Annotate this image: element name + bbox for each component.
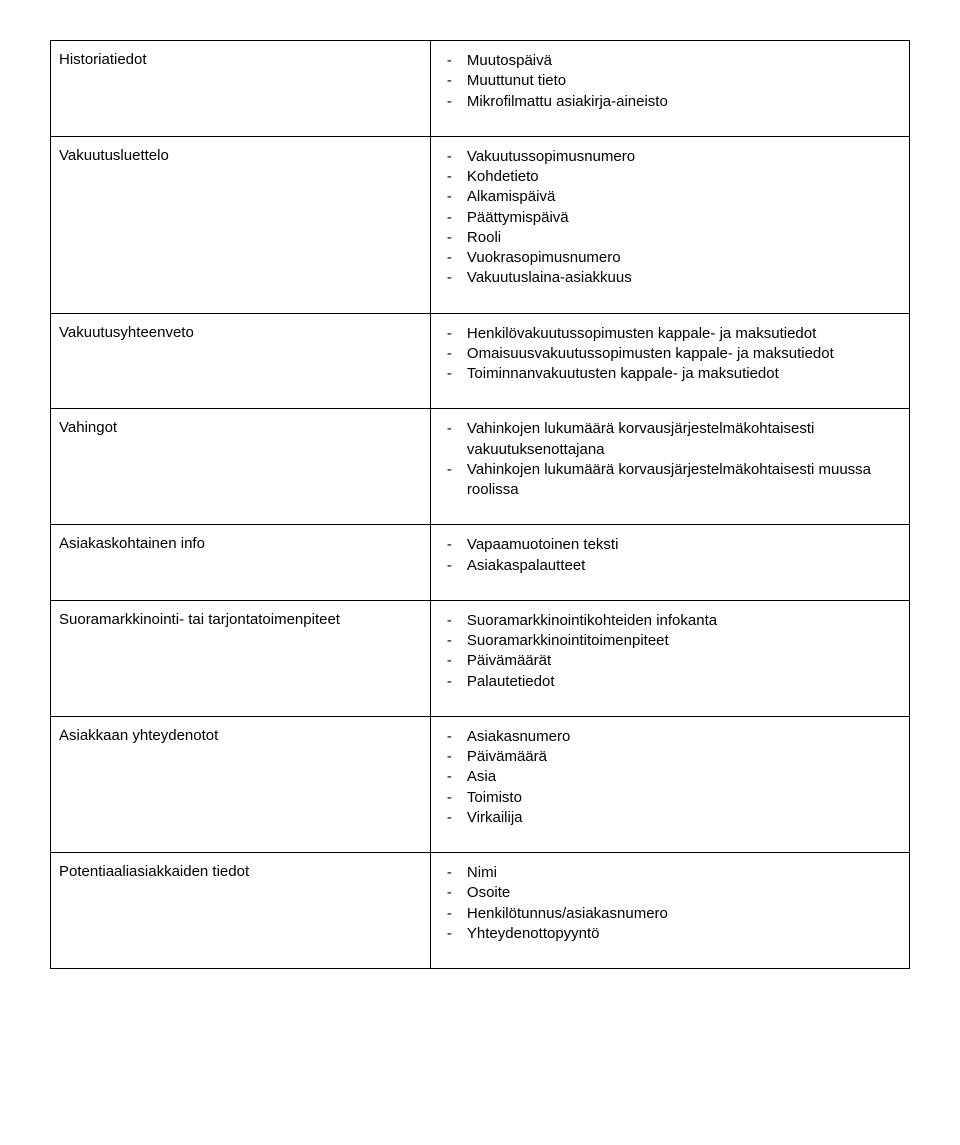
- row-label: Asiakaskohtainen info: [59, 535, 205, 552]
- list-item: Toiminnanvakuutusten kappale- ja maksuti…: [463, 364, 901, 384]
- row-items-cell: Suoramarkkinointikohteiden infokantaSuor…: [430, 600, 909, 716]
- item-list: AsiakasnumeroPäivämääräAsiaToimistoVirka…: [439, 727, 901, 828]
- list-item: Vahinkojen lukumäärä korvausjärjestelmäk…: [463, 460, 901, 501]
- row-label-cell: Vakuutusyhteenveto: [51, 313, 431, 409]
- list-item: Asiakaspalautteet: [463, 556, 901, 576]
- list-item: Vuokrasopimusnumero: [463, 248, 901, 268]
- list-item: Asia: [463, 767, 901, 787]
- list-item: Virkailija: [463, 808, 901, 828]
- row-label: Vakuutusluettelo: [59, 147, 169, 164]
- list-item: Suoramarkkinointitoimenpiteet: [463, 631, 901, 651]
- row-label: Vahingot: [59, 419, 117, 436]
- row-label: Historiatiedot: [59, 51, 147, 68]
- item-list: MuutospäiväMuuttunut tietoMikrofilmattu …: [439, 51, 901, 112]
- list-item: Nimi: [463, 863, 901, 883]
- row-label-cell: Historiatiedot: [51, 41, 431, 137]
- item-list: VakuutussopimusnumeroKohdetietoAlkamispä…: [439, 147, 901, 289]
- list-item: Vapaamuotoinen teksti: [463, 535, 901, 555]
- item-list: NimiOsoiteHenkilötunnus/asiakasnumeroYht…: [439, 863, 901, 944]
- list-item: Rooli: [463, 228, 901, 248]
- row-items-cell: Henkilövakuutussopimusten kappale- ja ma…: [430, 313, 909, 409]
- row-label-cell: Vahingot: [51, 409, 431, 525]
- table-row: Potentiaaliasiakkaiden tiedot NimiOsoiteH…: [51, 853, 910, 969]
- table-body: Historiatiedot MuutospäiväMuuttunut tieto…: [51, 41, 910, 969]
- row-items-cell: MuutospäiväMuuttunut tietoMikrofilmattu …: [430, 41, 909, 137]
- row-label-cell: Vakuutusluettelo: [51, 136, 431, 313]
- data-table: Historiatiedot MuutospäiväMuuttunut tieto…: [50, 40, 910, 969]
- list-item: Vakuutuslaina-asiakkuus: [463, 268, 901, 288]
- item-list: Henkilövakuutussopimusten kappale- ja ma…: [439, 324, 901, 385]
- row-items-cell: Vahinkojen lukumäärä korvausjärjestelmäk…: [430, 409, 909, 525]
- row-items-cell: AsiakasnumeroPäivämääräAsiaToimistoVirka…: [430, 716, 909, 852]
- list-item: Henkilövakuutussopimusten kappale- ja ma…: [463, 324, 901, 344]
- table-row: Suoramarkkinointi- tai tarjontatoimenpit…: [51, 600, 910, 716]
- row-label-cell: Asiakaskohtainen info: [51, 525, 431, 601]
- row-items-cell: NimiOsoiteHenkilötunnus/asiakasnumeroYht…: [430, 853, 909, 969]
- row-label: Asiakkaan yhteydenotot: [59, 727, 218, 744]
- row-label: Vakuutusyhteenveto: [59, 324, 194, 341]
- table-row: Vahingot Vahinkojen lukumäärä korvausjärj…: [51, 409, 910, 525]
- list-item: Muuttunut tieto: [463, 71, 901, 91]
- row-items-cell: Vapaamuotoinen tekstiAsiakaspalautteet: [430, 525, 909, 601]
- list-item: Omaisuusvakuutussopimusten kappale- ja m…: [463, 344, 901, 364]
- list-item: Kohdetieto: [463, 167, 901, 187]
- table-row: Vakuutusyhteenveto Henkilövakuutussopimus…: [51, 313, 910, 409]
- list-item: Palautetiedot: [463, 672, 901, 692]
- table-row: Vakuutusluettelo VakuutussopimusnumeroKoh…: [51, 136, 910, 313]
- item-list: Vahinkojen lukumäärä korvausjärjestelmäk…: [439, 419, 901, 500]
- list-item: Vakuutussopimusnumero: [463, 147, 901, 167]
- item-list: Vapaamuotoinen tekstiAsiakaspalautteet: [439, 535, 901, 576]
- row-label: Suoramarkkinointi- tai tarjontatoimenpit…: [59, 611, 340, 628]
- list-item: Asiakasnumero: [463, 727, 901, 747]
- list-item: Toimisto: [463, 788, 901, 808]
- list-item: Muutospäivä: [463, 51, 901, 71]
- item-list: Suoramarkkinointikohteiden infokantaSuor…: [439, 611, 901, 692]
- table-row: Asiakaskohtainen info Vapaamuotoinen teks…: [51, 525, 910, 601]
- list-item: Osoite: [463, 883, 901, 903]
- list-item: Mikrofilmattu asiakirja-aineisto: [463, 92, 901, 112]
- row-label-cell: Potentiaaliasiakkaiden tiedot: [51, 853, 431, 969]
- table-row: Historiatiedot MuutospäiväMuuttunut tieto…: [51, 41, 910, 137]
- row-items-cell: VakuutussopimusnumeroKohdetietoAlkamispä…: [430, 136, 909, 313]
- list-item: Suoramarkkinointikohteiden infokanta: [463, 611, 901, 631]
- list-item: Päivämäärä: [463, 747, 901, 767]
- list-item: Henkilötunnus/asiakasnumero: [463, 904, 901, 924]
- list-item: Yhteydenottopyyntö: [463, 924, 901, 944]
- list-item: Päättymispäivä: [463, 208, 901, 228]
- row-label: Potentiaaliasiakkaiden tiedot: [59, 863, 249, 880]
- table-row: Asiakkaan yhteydenotot AsiakasnumeroPäivä…: [51, 716, 910, 852]
- row-label-cell: Asiakkaan yhteydenotot: [51, 716, 431, 852]
- list-item: Alkamispäivä: [463, 187, 901, 207]
- row-label-cell: Suoramarkkinointi- tai tarjontatoimenpit…: [51, 600, 431, 716]
- list-item: Vahinkojen lukumäärä korvausjärjestelmäk…: [463, 419, 901, 460]
- list-item: Päivämäärät: [463, 651, 901, 671]
